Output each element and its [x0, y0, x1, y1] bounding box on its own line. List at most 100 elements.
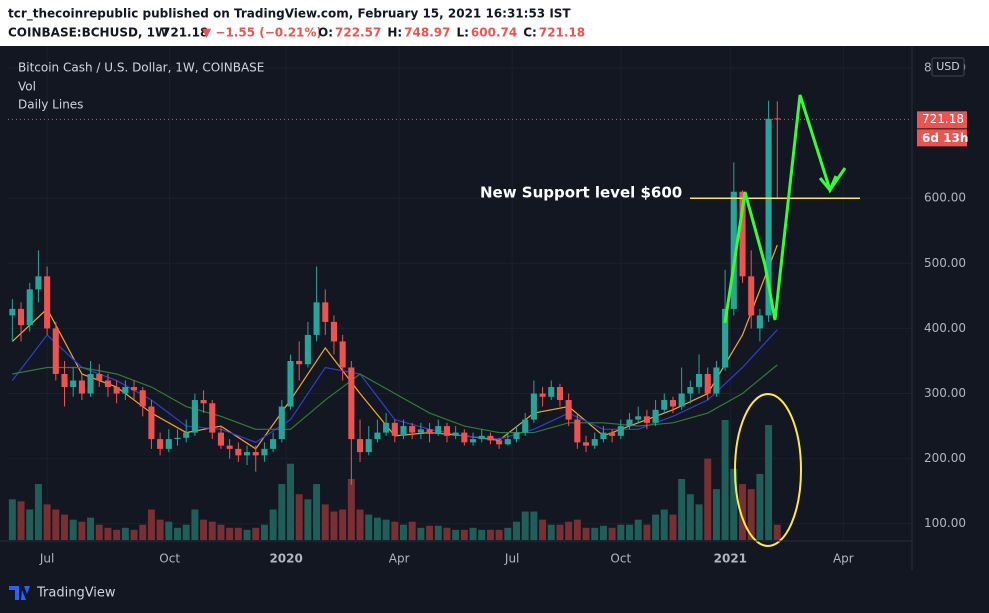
candle-body [348, 367, 355, 440]
volume-bar [34, 484, 42, 540]
volume-bar [495, 529, 503, 540]
candle-body [235, 448, 242, 456]
candle-body [469, 439, 477, 443]
y-tick-label: 500.00 [924, 256, 966, 270]
candle-body [513, 432, 520, 440]
volume-bar [504, 527, 512, 540]
volume-bar [104, 527, 112, 540]
volume-bar [565, 521, 573, 540]
volume-bar [52, 509, 60, 540]
volume-bar [78, 521, 86, 540]
candle-body [252, 452, 259, 456]
ohlc-value: 722.57 [335, 26, 381, 40]
volume-bar [191, 509, 199, 540]
volume-bar [721, 420, 729, 540]
volume-bar [643, 524, 651, 540]
y-tick-label: 200.00 [924, 451, 966, 465]
annotation-text: New Support level $600 [480, 184, 682, 202]
volume-bar [304, 499, 312, 540]
candle-body [669, 400, 677, 407]
volume-bar [69, 519, 77, 540]
volume-bar [599, 525, 607, 540]
candle-body [52, 328, 59, 374]
candle-body [478, 435, 485, 440]
x-tick-label: Oct [159, 552, 180, 566]
volume-bar [469, 527, 477, 540]
candle-body [443, 426, 451, 436]
volume-bar [608, 527, 616, 540]
volume-bar [756, 473, 764, 540]
candle-body [565, 400, 572, 420]
volume-bar [747, 489, 755, 540]
candle-body [626, 419, 633, 427]
volume-bar [269, 509, 277, 540]
volume-bar [373, 517, 381, 540]
candle-body [435, 426, 442, 434]
candle-body [35, 276, 42, 290]
volume-bar [200, 519, 208, 540]
volume-bar [634, 519, 642, 540]
volume-bar [530, 511, 538, 540]
ohlc-label: H: [387, 26, 402, 40]
candle-body [183, 432, 190, 438]
volume-bar [417, 527, 425, 540]
volume-bar [26, 509, 34, 540]
volume-bar [460, 529, 468, 540]
candle-body [339, 341, 346, 368]
volume-bar [686, 494, 694, 540]
change: ▼ −1.55 (−0.21%) [202, 26, 322, 40]
ohlc-label: L: [456, 26, 468, 40]
volume-bar [521, 511, 529, 540]
candle-body [730, 191, 737, 309]
candle-body [270, 439, 277, 449]
volume-bar [339, 509, 347, 540]
candle-body [165, 439, 172, 449]
candle-body [748, 276, 755, 316]
volume-bar [773, 524, 781, 540]
candle-body [704, 373, 711, 394]
footer [0, 578, 989, 613]
candle-body [374, 432, 381, 440]
volume-bar [95, 524, 103, 540]
x-tick-label: Jul [39, 552, 54, 566]
candle-body [487, 435, 494, 441]
y-tick-label: 300.00 [924, 386, 966, 400]
candle-body [722, 308, 729, 368]
symbol: COINBASE:BCHUSD, 1W [8, 26, 168, 40]
volume-bar [556, 524, 564, 540]
symbol-line: COINBASE:BCHUSD, 1W 721.18 ▼ −1.55 (−0.2… [8, 26, 585, 40]
volume-bar [695, 504, 703, 540]
volume-bar [17, 501, 25, 540]
volume-bar [678, 478, 686, 540]
header-bar [0, 0, 989, 46]
volume-bar [582, 527, 590, 540]
price: 721.18 [162, 26, 208, 40]
candle-body [774, 118, 781, 120]
volume-bar [591, 527, 599, 540]
candle-body [243, 452, 251, 456]
candle-body [452, 432, 459, 436]
volume-bar [400, 524, 407, 540]
volume-bar [382, 519, 390, 540]
legend-lines: Daily Lines [18, 98, 83, 112]
candle-body [591, 439, 598, 446]
last-price-label: 721.18 [922, 112, 964, 126]
candle-body [600, 432, 607, 440]
candle-body [504, 439, 511, 445]
axes: 100.00200.00300.00400.00500.00600.00800.… [39, 61, 968, 566]
candle-body [756, 315, 763, 329]
candle-body [226, 445, 233, 449]
brand: TradingView [36, 586, 116, 601]
volume-bar [260, 524, 268, 540]
volume-bar [87, 517, 95, 540]
x-tick-label: Apr [833, 552, 854, 566]
candle-body [313, 302, 320, 335]
legend: Bitcoin Cash / U.S. Dollar, 1W, COINBASE… [18, 61, 264, 112]
volume-bar [539, 519, 547, 540]
ohlc-value: 600.74 [471, 26, 517, 40]
candle-body [130, 387, 138, 391]
volume-bar [165, 521, 173, 540]
volume-bar [547, 524, 555, 540]
candle-body [548, 387, 555, 397]
volume-bar [174, 527, 181, 540]
